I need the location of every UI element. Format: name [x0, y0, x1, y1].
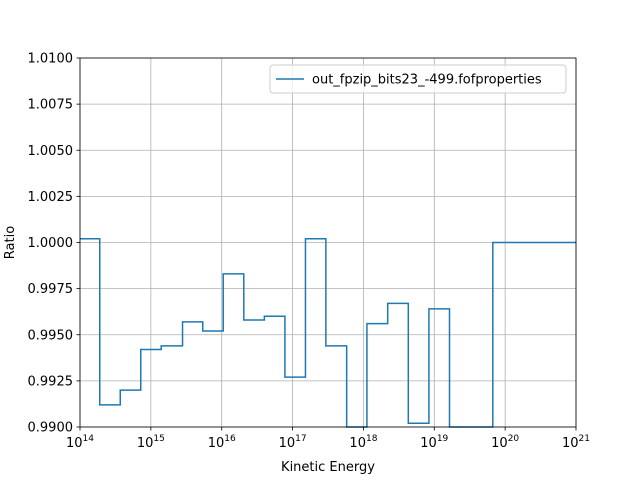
- x-tick-label: 1014: [66, 434, 94, 451]
- x-tick-label: 1020: [491, 434, 519, 451]
- legend-label: out_fpzip_bits23_-499.fofproperties: [312, 73, 542, 88]
- y-tick-label: 1.0100: [28, 52, 74, 67]
- series-layer: [80, 238, 576, 428]
- y-axis-label: Ratio: [3, 226, 18, 259]
- y-tick-label: 0.9975: [28, 282, 74, 297]
- series-line: [80, 238, 576, 428]
- y-tick-label: 0.9950: [28, 328, 74, 343]
- x-tick-label: 1017: [279, 434, 307, 451]
- x-tick-label: 1021: [562, 434, 590, 451]
- y-tick-label: 1.0050: [28, 144, 74, 159]
- x-tick-label: 1018: [349, 434, 377, 451]
- y-tick-label: 0.9900: [28, 421, 74, 436]
- x-axis-label: Kinetic Energy: [281, 460, 375, 475]
- legend: out_fpzip_bits23_-499.fofproperties: [269, 64, 567, 94]
- y-tick-label: 1.0025: [28, 190, 74, 205]
- y-tick-label: 1.0075: [28, 98, 74, 113]
- x-tick-label: 1019: [420, 434, 448, 451]
- y-tick-label: 1.0000: [28, 236, 74, 251]
- x-tick-label: 1015: [137, 434, 165, 451]
- legend-box: [269, 64, 567, 94]
- ticks: 1014 1015 1016 1017 1018 1019 1020 1021 0.9900 0.…: [28, 52, 591, 452]
- y-tick-label: 0.9925: [28, 374, 74, 389]
- x-tick-label: 1016: [208, 434, 236, 451]
